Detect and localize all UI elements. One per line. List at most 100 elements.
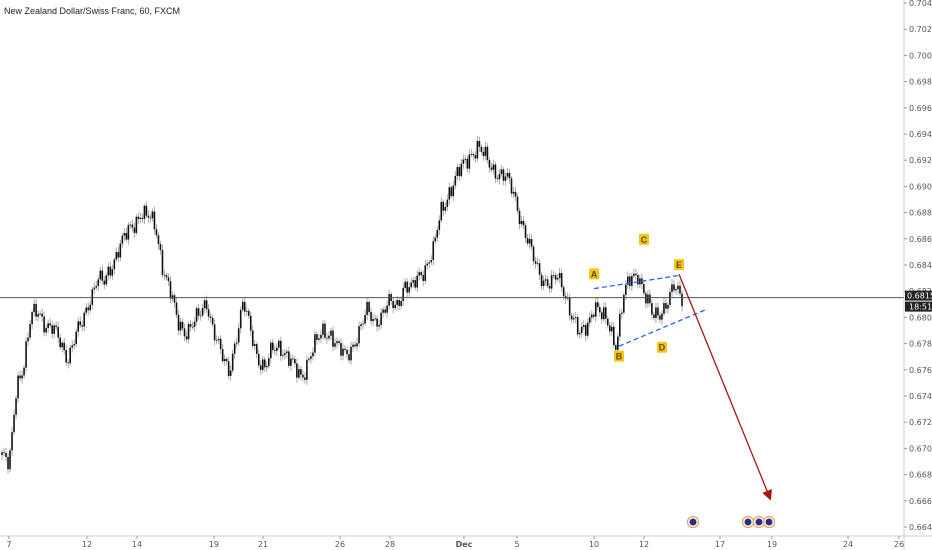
wave-label-a[interactable]: A	[589, 268, 599, 280]
candle-body	[97, 279, 100, 286]
candle-body	[17, 375, 19, 399]
candle-body	[400, 300, 402, 306]
price-tick-label: 0.70200	[909, 25, 932, 34]
wave-label-e[interactable]: E	[674, 259, 684, 271]
event-markers[interactable]	[686, 515, 776, 529]
candle-body	[67, 362, 69, 364]
price-axis[interactable]: 0.70400 0.70200 0.70000 0.69800 0.69600 0.694…	[903, 0, 932, 550]
candle-body	[504, 176, 507, 181]
candle-body	[43, 316, 45, 333]
candle-body	[101, 270, 104, 281]
candle-body	[586, 322, 589, 336]
time-axis[interactable]: 7 12 14 19 21 26 28 Dec 5 10 12 17 19 24 26	[0, 535, 932, 549]
time-tick-label: 19	[767, 540, 777, 549]
candle-body	[241, 301, 244, 310]
candle-body	[464, 158, 467, 160]
candle-body	[446, 199, 449, 207]
candle-body	[474, 155, 477, 159]
candle-body	[468, 154, 471, 169]
candle-body	[257, 353, 260, 366]
price-tick-label: 0.68400	[909, 261, 932, 270]
wave-label-box	[614, 350, 624, 362]
wave-label-b[interactable]: B	[614, 350, 624, 362]
candle-body	[288, 351, 290, 366]
candle-body	[119, 243, 122, 258]
candle-body	[598, 307, 601, 313]
candle-body	[336, 341, 338, 344]
candle-body	[500, 169, 503, 174]
candle-body	[203, 300, 206, 309]
candle-body	[440, 201, 443, 221]
price-tick-label: 0.70000	[909, 51, 932, 60]
wave-label-box	[674, 259, 684, 271]
candle-body	[171, 295, 174, 299]
candle-body	[284, 353, 286, 355]
time-tick-label: Dec	[456, 540, 473, 549]
candle-body	[548, 286, 551, 289]
candle-body	[27, 337, 29, 342]
candle-body	[81, 325, 84, 327]
candle-body	[195, 308, 198, 322]
candle-body	[330, 330, 332, 336]
projection-line[interactable]	[678, 273, 772, 501]
candle-body	[115, 252, 118, 260]
candle-body	[57, 326, 59, 338]
time-tick-label: 28	[385, 540, 395, 549]
candle-body	[135, 216, 138, 233]
candle-body	[53, 325, 55, 334]
economic-event-icon[interactable]	[752, 515, 766, 529]
candle-body	[360, 324, 362, 327]
candle-body	[334, 343, 336, 347]
candle-body	[7, 457, 9, 470]
candle-body	[105, 275, 108, 285]
candle-body	[424, 265, 427, 281]
price-tick-label: 0.69400	[909, 130, 932, 139]
candle-body	[338, 341, 340, 344]
economic-event-icon[interactable]	[686, 515, 700, 529]
candle-body	[420, 272, 423, 276]
time-tick-label: 7	[6, 540, 11, 549]
candle-body	[494, 164, 497, 179]
candle-body	[265, 366, 268, 368]
candle-body	[414, 280, 417, 288]
candle-body	[532, 246, 535, 262]
candle-body	[570, 315, 573, 320]
price-tick-label: 0.69800	[909, 78, 932, 87]
economic-event-icon[interactable]	[741, 515, 755, 529]
candles	[1, 135, 683, 474]
candle-body	[380, 312, 382, 325]
candle-body	[643, 284, 645, 294]
candle-body	[633, 273, 635, 277]
candle-body	[617, 336, 619, 350]
last-price-tag	[905, 290, 932, 301]
candle-body	[460, 163, 463, 177]
candle-body	[111, 269, 114, 276]
candle-body	[436, 230, 439, 238]
candle-body	[239, 309, 242, 329]
candle-body	[520, 221, 523, 225]
candle-body	[169, 281, 172, 299]
candle-body	[566, 297, 569, 299]
candle-body	[77, 321, 80, 332]
candle-body	[637, 275, 639, 285]
candle-body	[649, 294, 651, 304]
time-tick-label: 12	[639, 540, 649, 549]
wave-label-text: B	[616, 352, 623, 362]
candle-body	[125, 232, 128, 240]
economic-event-icon[interactable]	[762, 515, 776, 529]
candle-body	[41, 313, 43, 317]
candle-body	[103, 280, 106, 285]
candle-body	[358, 326, 360, 344]
trendline-upper[interactable]	[593, 274, 680, 290]
candle-body	[71, 345, 74, 348]
candle-body	[261, 359, 264, 370]
wave-label-text: E	[676, 260, 682, 270]
candle-body	[280, 340, 282, 356]
candle-body	[11, 432, 13, 451]
countdown-value: 18:51	[909, 303, 932, 312]
candle-body	[418, 272, 421, 276]
candle-body	[382, 309, 384, 313]
wave-label-c[interactable]: C	[639, 233, 649, 245]
wave-label-d[interactable]: D	[657, 341, 667, 353]
